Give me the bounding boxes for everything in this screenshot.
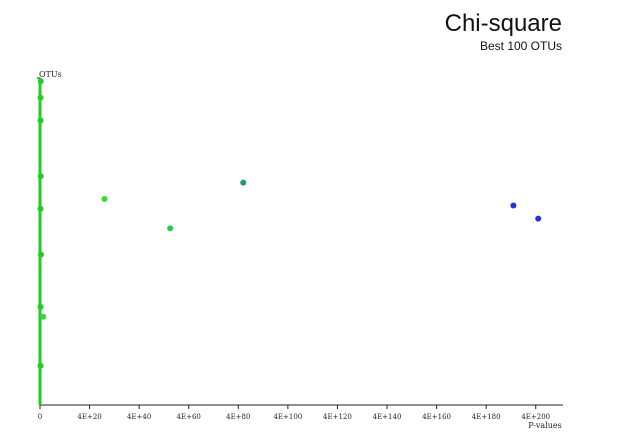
x-tick-label: 4E+160: [422, 413, 451, 421]
y-axis-label: OTUs: [39, 70, 62, 79]
data-point: [535, 215, 542, 222]
data-point: [240, 179, 247, 186]
chart-title: Chi-square: [444, 10, 562, 37]
x-tick-label: 4E+200: [521, 413, 550, 421]
data-point: [37, 303, 44, 310]
x-tick-label: 4E+180: [472, 413, 501, 421]
data-point: [37, 362, 44, 369]
data-point: [37, 205, 44, 212]
data-point: [37, 117, 44, 124]
x-tick-label: 0: [38, 413, 42, 421]
x-tick-label: 4E+100: [273, 413, 302, 421]
x-ticks: 0 4E+20 4E+40 4E+60 4E+80 4E+100 4E+120 4E+140 4…: [38, 405, 550, 421]
data-points: [37, 78, 542, 369]
x-tick-label: 4E+60: [177, 413, 201, 421]
data-point: [37, 94, 44, 101]
chart-subtitle: Best 100 OTUs: [479, 39, 562, 53]
data-point: [101, 195, 108, 202]
data-point: [37, 251, 44, 258]
data-point: [167, 225, 174, 232]
data-point: [40, 313, 47, 320]
x-tick-label: 4E+20: [77, 413, 101, 421]
data-point: [37, 78, 44, 85]
data-point: [37, 173, 44, 180]
data-point: [510, 202, 517, 209]
x-tick-label: 4E+40: [127, 413, 151, 421]
x-tick-label: 4E+140: [373, 413, 402, 421]
axes: [37, 77, 563, 406]
x-tick-label: 4E+80: [226, 413, 250, 421]
x-tick-label: 4E+120: [323, 413, 352, 421]
x-axis-label: P-values: [528, 421, 562, 430]
